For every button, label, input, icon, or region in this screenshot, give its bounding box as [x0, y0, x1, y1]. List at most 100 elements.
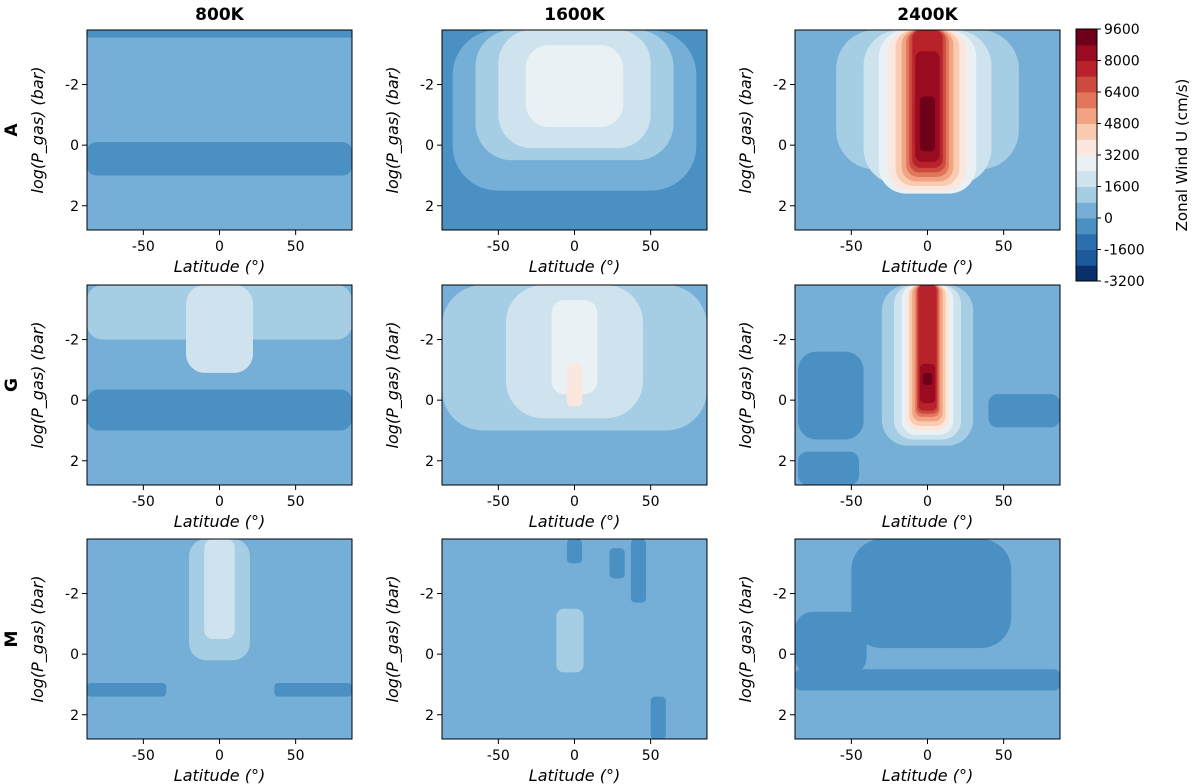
x-tick-label: -50	[132, 748, 155, 764]
contour-field	[795, 539, 1060, 739]
y-tick-label: 2	[425, 454, 434, 470]
colorbar: 9600 8000 6400 4800 3200 1600 0 -1600 -3200 Zonal…	[1075, 22, 1191, 290]
contour-field	[795, 285, 1060, 485]
y-axis-label: log(P_gas) (bar)	[383, 576, 403, 703]
contour-region	[566, 363, 583, 407]
panel-A-800K: -50 0 50 -2 0 2 Latitude (°) log(P_gas) (bar)	[28, 29, 353, 276]
contour-region	[91, 189, 176, 230]
colorbar-tick-label: -1600	[1104, 243, 1145, 259]
column-title: 800K	[195, 5, 244, 25]
colorbar-tick-label: 9600	[1104, 22, 1140, 38]
x-tick-label: 0	[570, 748, 579, 764]
x-tick-label: 50	[287, 748, 305, 764]
x-tick-label: 0	[923, 239, 932, 255]
colorbar-segment	[1076, 265, 1097, 282]
y-tick-label: 0	[425, 138, 434, 154]
colorbar-segment	[1076, 107, 1097, 124]
x-tick-label: 0	[215, 494, 224, 510]
colorbar-tick-label: -3200	[1104, 274, 1145, 290]
contour-region	[851, 539, 1012, 649]
contour-region	[274, 682, 352, 697]
x-tick-label: -50	[840, 748, 863, 764]
y-tick-label: 0	[425, 393, 434, 409]
x-axis-label: Latitude (°)	[174, 512, 265, 531]
x-tick-label: -50	[487, 748, 510, 764]
y-tick-label: -2	[420, 333, 434, 349]
y-tick-label: 2	[70, 454, 79, 470]
x-tick-label: 50	[995, 494, 1013, 510]
y-tick-label: -2	[773, 78, 787, 94]
x-tick-label: -50	[132, 239, 155, 255]
x-tick-label: 50	[287, 239, 305, 255]
x-axis-label: Latitude (°)	[882, 512, 973, 531]
contour-region	[795, 669, 1060, 691]
y-tick-label: 2	[70, 199, 79, 215]
colorbar-tick-label: 6400	[1104, 85, 1140, 101]
y-tick-label: 0	[70, 138, 79, 154]
contour-region	[87, 142, 352, 176]
x-tick-label: -50	[840, 239, 863, 255]
x-tick-label: 0	[215, 239, 224, 255]
y-axis-label: log(P_gas) (bar)	[736, 576, 756, 703]
x-tick-label: 50	[287, 494, 305, 510]
contour-region	[798, 351, 864, 440]
contour-region	[566, 539, 583, 564]
contour-region	[988, 394, 1060, 428]
contour-region	[551, 300, 598, 395]
panel-A-1600K: -50 0 50 -2 0 2 Latitude (°) log(P_gas) (bar)	[383, 29, 708, 276]
y-axis-label: log(P_gas) (bar)	[28, 322, 48, 449]
panel-M-1600K: -50 0 50 -2 0 2 Latitude (°) log(P_gas) (bar)	[383, 538, 708, 784]
x-tick-label: 0	[570, 239, 579, 255]
x-axis-label: Latitude (°)	[882, 766, 973, 784]
y-axis-label: log(P_gas) (bar)	[28, 576, 48, 703]
colorbar-segment	[1076, 202, 1097, 219]
y-axis-label: log(P_gas) (bar)	[383, 67, 403, 194]
colorbar-segment	[1076, 60, 1097, 77]
contour-region	[87, 30, 352, 38]
contour-region	[87, 389, 352, 431]
y-tick-label: 2	[425, 708, 434, 724]
y-tick-label: 0	[425, 647, 434, 663]
colorbar-segment	[1076, 155, 1097, 172]
y-tick-label: -2	[420, 78, 434, 94]
contour-region	[525, 45, 624, 127]
panel-G-1600K: -50 0 50 -2 0 2 Latitude (°) log(P_gas) (bar)	[383, 284, 708, 531]
x-tick-label: 0	[923, 748, 932, 764]
contour-region	[556, 608, 584, 673]
y-axis-label: log(P_gas) (bar)	[736, 67, 756, 194]
y-tick-label: 2	[778, 199, 787, 215]
contour-field	[442, 30, 707, 230]
x-axis-label: Latitude (°)	[174, 257, 265, 276]
row-title: G	[2, 378, 22, 392]
colorbar-tick-label: 1600	[1104, 180, 1140, 196]
x-tick-label: -50	[487, 239, 510, 255]
y-tick-label: 2	[778, 454, 787, 470]
contour-region	[650, 696, 666, 739]
colorbar-segment	[1076, 249, 1097, 266]
y-tick-label: -2	[773, 587, 787, 603]
contour-region	[609, 548, 625, 579]
x-tick-label: 50	[995, 239, 1013, 255]
contour-region	[922, 372, 933, 385]
x-axis-label: Latitude (°)	[174, 766, 265, 784]
x-tick-label: 0	[215, 748, 224, 764]
y-axis-label: log(P_gas) (bar)	[736, 322, 756, 449]
x-tick-label: 0	[923, 494, 932, 510]
colorbar-tick-label: 3200	[1104, 148, 1140, 164]
y-tick-label: 2	[778, 708, 787, 724]
y-tick-label: 2	[70, 708, 79, 724]
y-tick-label: -2	[65, 587, 79, 603]
colorbar-segment	[1076, 29, 1097, 46]
panel-G-800K: -50 0 50 -2 0 2 Latitude (°) log(P_gas) (bar)	[28, 284, 353, 531]
y-tick-label: -2	[773, 333, 787, 349]
panel-M-2400K: -50 0 50 -2 0 2 Latitude (°) log(P_gas) (bar)	[736, 538, 1061, 784]
colorbar-segment	[1076, 92, 1097, 109]
colorbar-segment	[1076, 170, 1097, 187]
y-tick-label: 0	[778, 138, 787, 154]
y-tick-label: 0	[70, 647, 79, 663]
row-title: A	[2, 123, 22, 137]
y-axis-label: log(P_gas) (bar)	[28, 67, 48, 194]
contour-region	[630, 539, 647, 603]
x-tick-label: 50	[642, 239, 660, 255]
